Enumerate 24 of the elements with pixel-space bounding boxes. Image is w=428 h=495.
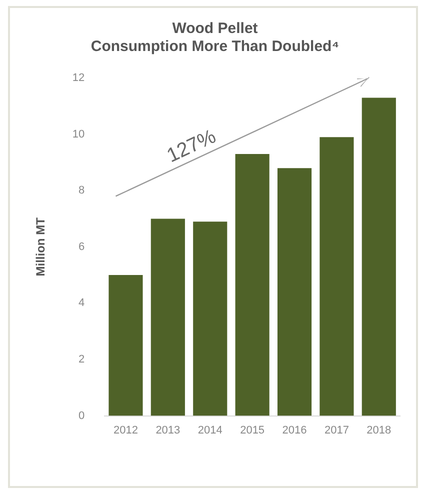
x-tick-label: 2014: [198, 424, 222, 436]
x-tick-label: 2012: [113, 424, 138, 436]
y-axis-title: Million MT: [34, 216, 48, 276]
bar: [108, 275, 143, 416]
x-tick-label: 2015: [240, 424, 265, 436]
x-tick-label: 2018: [366, 424, 392, 436]
y-tick-label: 6: [78, 240, 85, 253]
chart-title: Wood Pellet Consumption More Than Doubled⁴: [90, 20, 340, 56]
y-tick-label: 2: [78, 354, 85, 366]
bar: [235, 154, 270, 416]
x-tick-label: 2016: [282, 424, 307, 436]
bar: [277, 168, 312, 416]
y-tick-label: 10: [72, 128, 85, 140]
bar: [320, 137, 354, 416]
x-tick-label: 2013: [156, 424, 180, 436]
x-tick-label: 2017: [324, 424, 349, 436]
y-tick-label: 0: [78, 410, 85, 422]
bar: [150, 218, 185, 416]
y-tick-label: 4: [78, 297, 85, 310]
annotation: 127%: [164, 125, 220, 168]
y-tick-label: 12: [72, 72, 85, 84]
bar: [193, 222, 228, 416]
y-tick-label: 8: [78, 184, 85, 197]
bar: [362, 98, 396, 416]
